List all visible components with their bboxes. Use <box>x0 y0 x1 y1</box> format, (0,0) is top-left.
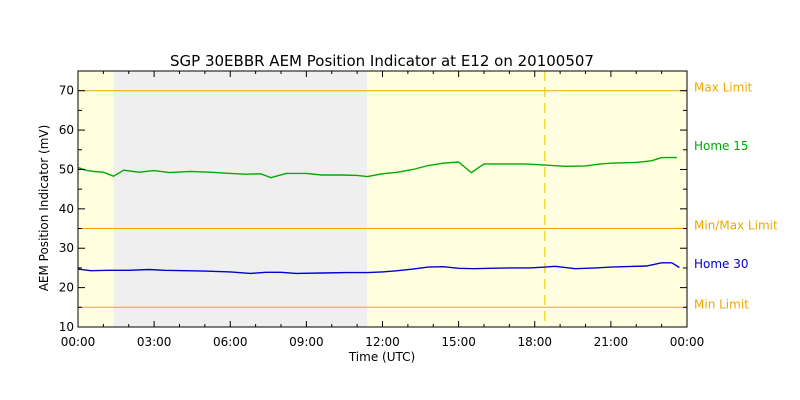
y-tick-label: 10 <box>59 320 74 334</box>
x-tick-label: 03:00 <box>137 335 172 349</box>
series-line-home-30 <box>77 262 680 275</box>
y-axis: 10 20 30 40 50 60 70 <box>59 70 687 334</box>
y-axis-label: AEM Position Indicator (mV) <box>37 125 51 292</box>
right-labels: Max Limit Min/Max Limit Min Limit Home 15 Ho… <box>694 81 778 312</box>
reference-label-max-limit: Max Limit <box>694 81 753 95</box>
background-band-1 <box>113 71 368 327</box>
reference-label-min-limit: Min Limit <box>694 297 749 311</box>
x-tick-label: 00:00 <box>670 335 705 349</box>
background-band-0 <box>78 71 114 327</box>
y-tick-label: 70 <box>59 84 74 98</box>
x-tick-label: 18:00 <box>517 335 552 349</box>
y-tick-label: 60 <box>59 123 74 137</box>
x-tick-label: 21:00 <box>594 335 629 349</box>
x-tick-label: 06:00 <box>213 335 248 349</box>
x-axis: 00:00 03:00 06:00 09:00 12:00 15:00 18:00 21:00… <box>61 71 705 349</box>
x-tick-label: 15:00 <box>441 335 476 349</box>
series-line-home-15 <box>77 156 677 179</box>
reference-lines <box>78 90 687 308</box>
chart-title: SGP 30EBBR AEM Position Indicator at E12… <box>170 52 594 70</box>
x-tick-label: 00:00 <box>61 335 96 349</box>
y-tick-label: 30 <box>59 241 74 255</box>
series-lines <box>77 156 680 275</box>
background-bands <box>78 71 687 327</box>
x-axis-label: Time (UTC) <box>348 350 415 364</box>
y-tick-label: 40 <box>59 202 74 216</box>
x-tick-label: 12:00 <box>365 335 400 349</box>
series-label-home-30: Home 30 <box>694 257 749 271</box>
series-label-home-15: Home 15 <box>694 139 749 153</box>
y-tick-label: 20 <box>59 281 74 295</box>
background-band-2 <box>367 71 687 327</box>
reference-label-min-max-limit: Min/Max Limit <box>694 219 778 233</box>
x-tick-label: 09:00 <box>289 335 324 349</box>
y-tick-label: 50 <box>59 162 74 176</box>
